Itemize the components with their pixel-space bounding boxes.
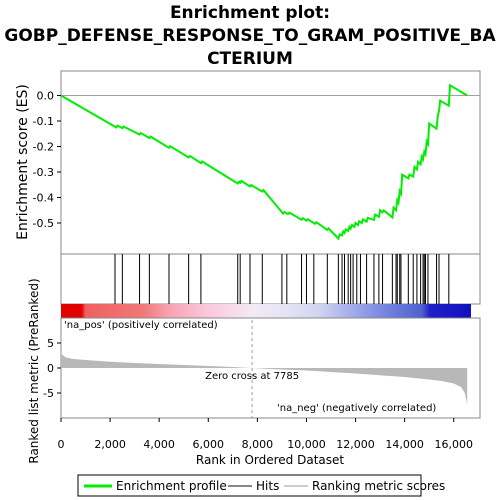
legend-metric-label: Ranking metric scores	[312, 479, 445, 493]
metric-ytick-label: -5	[43, 387, 54, 400]
metric-ytick-label: 0	[47, 362, 54, 375]
x-tick-label: 0	[58, 438, 65, 451]
ranking-metric-area	[61, 353, 468, 405]
x-tick-label: 8,000	[242, 438, 274, 451]
hits-panel-frame	[60, 253, 481, 305]
rank-color-bar	[61, 304, 471, 318]
neg-label: 'na_neg' (negatively correlated)	[277, 403, 436, 414]
chart-title-line-3: CTERIUM	[207, 49, 293, 69]
metric-ylabel: Ranked list metric (PreRanked)	[27, 278, 41, 463]
x-tick-label: 6,000	[193, 438, 225, 451]
x-tick-label: 16,000	[434, 438, 473, 451]
es-panel-frame	[60, 70, 481, 255]
x-tick-label: 2,000	[94, 438, 126, 451]
es-profile-line	[60, 83, 468, 241]
metric-ytick-label: 5	[47, 337, 54, 350]
chart-title-line-1: Enrichment plot:	[169, 3, 331, 23]
pos-label: 'na_pos' (positively correlated)	[64, 320, 218, 331]
chart-title: Enrichment plot: GOBP_DEFENSE_RESPONSE_T…	[0, 2, 500, 71]
es-ytick-label: -0.2	[33, 141, 54, 154]
zero-cross-label: Zero cross at 7785	[205, 371, 299, 382]
es-ytick-label: -0.4	[33, 192, 54, 205]
x-tick-label: 14,000	[385, 438, 424, 451]
legend-profile-label: Enrichment profile	[116, 479, 227, 493]
es-ylabel: Enrichment score (ES)	[15, 84, 31, 240]
es-ytick-label: -0.5	[33, 217, 54, 230]
es-ytick-label: -0.3	[33, 166, 54, 179]
es-ytick-label: -0.1	[33, 115, 54, 128]
chart-title-line-2: GOBP_DEFENSE_RESPONSE_TO_GRAM_POSITIVE_B…	[4, 26, 496, 46]
x-axis-label: Rank in Ordered Dataset	[196, 453, 344, 467]
legend-hits-label: Hits	[256, 479, 279, 493]
x-tick-label: 10,000	[287, 438, 326, 451]
x-tick-label: 12,000	[336, 438, 375, 451]
es-ytick-label: 0.0	[37, 90, 55, 103]
x-tick-label: 4,000	[143, 438, 175, 451]
